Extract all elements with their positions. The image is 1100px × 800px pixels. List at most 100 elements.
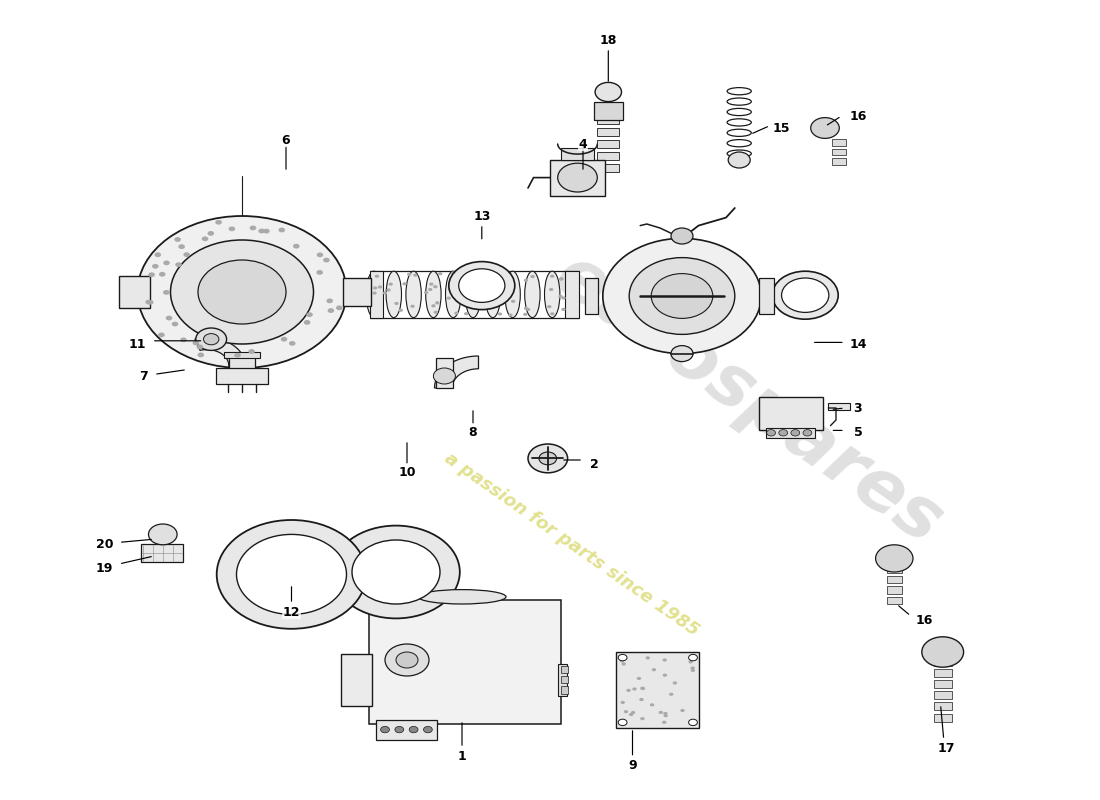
Circle shape [436,302,440,305]
Circle shape [526,308,530,311]
Bar [759,278,774,314]
Circle shape [289,341,296,346]
Bar [436,358,453,388]
Bar [561,676,568,683]
Bar [558,664,566,696]
Circle shape [170,240,314,344]
Circle shape [494,300,498,303]
Circle shape [663,712,668,715]
Circle shape [561,308,565,311]
Circle shape [618,719,627,726]
Circle shape [876,545,913,572]
Polygon shape [434,356,478,388]
Bar [561,666,568,673]
Bar [887,586,902,594]
Circle shape [631,711,636,714]
Circle shape [505,274,509,278]
Circle shape [304,320,310,325]
Text: eurospares: eurospares [541,241,955,559]
Circle shape [410,305,415,308]
Circle shape [689,719,697,726]
Bar [565,271,579,318]
Circle shape [803,430,812,436]
Circle shape [163,261,169,266]
Circle shape [208,231,214,236]
Circle shape [498,277,503,280]
Circle shape [454,296,459,299]
Circle shape [438,272,442,275]
Text: 11: 11 [129,338,146,350]
Circle shape [640,686,645,690]
Circle shape [352,540,440,604]
Circle shape [375,274,379,278]
Circle shape [621,657,626,660]
Circle shape [386,288,390,291]
Bar [597,128,619,136]
Text: 1: 1 [458,750,466,762]
Circle shape [524,278,528,282]
Circle shape [448,288,452,291]
Bar [887,576,902,583]
Circle shape [323,258,330,262]
Circle shape [472,294,476,298]
Circle shape [158,333,165,338]
Circle shape [147,300,154,305]
Circle shape [293,244,299,249]
Text: 16: 16 [849,110,867,122]
Circle shape [201,236,208,241]
Circle shape [327,298,333,303]
Circle shape [428,288,432,291]
Circle shape [629,258,735,334]
Circle shape [429,282,433,286]
Bar [832,158,846,165]
Bar [934,658,952,666]
Circle shape [234,353,241,358]
Circle shape [204,334,219,345]
Circle shape [403,282,407,286]
Circle shape [433,285,438,288]
Circle shape [451,271,455,274]
Bar [832,139,846,146]
Circle shape [466,276,471,279]
Circle shape [424,291,428,294]
Circle shape [385,644,429,676]
Circle shape [550,274,554,278]
Circle shape [549,288,553,291]
Text: 2: 2 [590,458,598,470]
Circle shape [158,272,165,277]
Text: 13: 13 [473,210,491,222]
Circle shape [336,306,342,310]
Circle shape [229,226,235,231]
Ellipse shape [406,271,421,318]
Circle shape [464,312,469,315]
Bar [594,102,623,120]
Circle shape [481,293,485,296]
Bar [597,140,619,148]
Circle shape [680,709,684,712]
Circle shape [138,216,346,368]
Circle shape [328,308,334,313]
Circle shape [650,703,654,706]
Ellipse shape [418,590,506,604]
Circle shape [811,118,839,138]
Circle shape [530,275,535,278]
Circle shape [278,228,285,233]
Circle shape [485,279,490,282]
Circle shape [493,288,497,291]
Bar [370,271,383,318]
Circle shape [433,310,438,314]
Bar [934,691,952,699]
Text: 15: 15 [772,122,790,134]
Circle shape [409,726,418,733]
Circle shape [558,163,597,192]
Circle shape [217,520,366,629]
Circle shape [250,226,256,230]
Text: 10: 10 [398,466,416,478]
Circle shape [689,654,697,661]
Circle shape [632,687,637,690]
Circle shape [258,229,265,234]
Circle shape [433,368,455,384]
Circle shape [280,337,287,342]
Text: 4: 4 [579,138,587,150]
Bar [368,600,561,724]
